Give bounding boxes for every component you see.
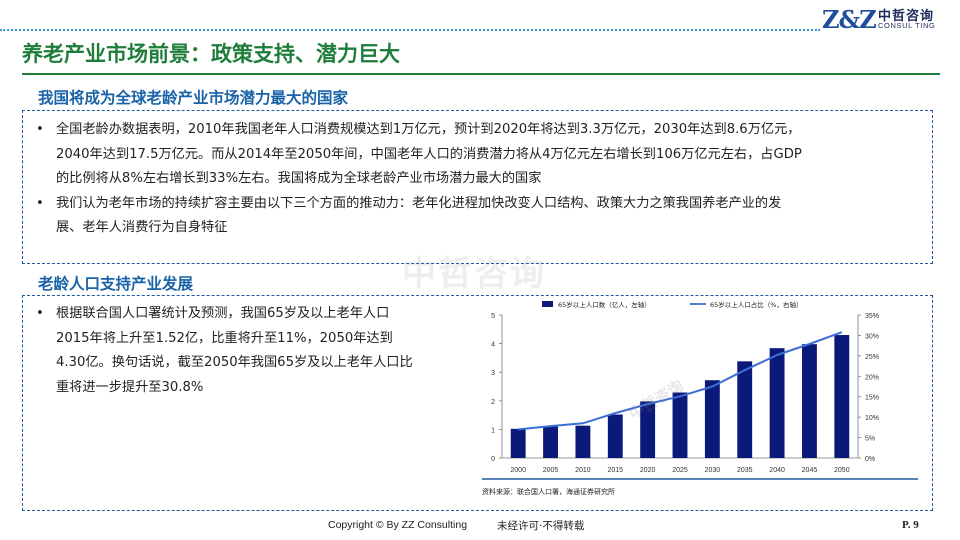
title-divider [22,73,940,75]
x-tick-label: 2015 [607,467,623,474]
bar [510,428,526,458]
bullet-line: 重将进一步提升至30.8% [56,379,204,395]
logo-name-en: CONSUL TING [878,21,936,30]
x-tick-label: 2040 [769,467,785,474]
bullet-line: 的比例将从8%左右增长到33%左右。我国将成为全球老龄产业市场潜力最大的国家 [56,171,542,186]
right-tick-label: 5% [865,436,875,443]
x-tick-label: 2050 [834,467,850,474]
x-tick-label: 2005 [543,467,559,474]
x-tick-label: 2025 [672,467,688,474]
bullet-list-market-potential: 全国老龄办数据表明，2010年我国老年人口消费规模达到1万亿元，预计到2020年… [34,118,932,241]
brand-logo: Z&Z 中哲咨询 CONSUL TING [820,3,960,37]
left-tick-label: 4 [491,342,495,349]
x-tick-label: 2020 [640,467,656,474]
bullet-line: 展、老年人消费行为自身特征 [56,220,228,235]
bar [769,348,785,458]
left-tick-label: 3 [491,370,495,377]
section-heading-aging-population: 老龄人口支持产业发展 [38,275,194,293]
bullet-line: 2015年将上升至1.52亿，比重将升至11%，2050年达到 [56,330,393,346]
right-tick-label: 20% [865,374,879,381]
left-tick-label: 5 [491,313,495,320]
left-tick-label: 1 [491,427,495,434]
logo-name-cn: 中哲咨询 [878,9,935,24]
section-box-market-potential [22,110,933,264]
watermark-text: 中哲咨询 [402,254,546,294]
bar [704,380,720,458]
bullet-consumption-scale: 全国老龄办数据表明，2010年我国老年人口消费规模达到1万亿元，预计到2020年… [34,118,932,192]
bar [543,426,558,458]
right-tick-label: 35% [865,313,879,320]
bullet-line: 4.30亿。换句话说，截至2050年我国65岁及以上老年人口比 [56,355,413,370]
bullet-un-forecast: 根据联合国人口署统计及预测，我国65岁及以上老年人口 2015年将上升至1.52… [34,302,474,400]
bar [575,425,591,458]
legend-bar-swatch [542,301,553,307]
right-tick-label: 30% [865,333,879,340]
bullet-line: 全国老龄办数据表明，2010年我国老年人口消费规模达到1万亿元，预计到2020年… [56,122,801,137]
aging-population-chart: 0 1 2 3 4 5 0% 5% 10% 15% 20% 25% 30% 35% 2000 2005 2010… [478,300,922,505]
section-box-aging-population [22,295,933,511]
bar [672,392,688,458]
chart-source: 资料来源：联合国人口署，海通证券研究所 [482,487,615,496]
page-number: P. 9 [902,519,919,531]
bullet-line: 根据联合国人口署统计及预测，我国65岁及以上老年人口 [56,306,390,321]
x-tick-label: 2010 [575,467,591,474]
bar [640,401,656,458]
legend-bar-label: 65岁以上人口数（亿人，左轴） [558,301,651,309]
bullet-line: 2040年达到17.5万亿元。而从2014年至2050年间，中国老年人口的消费潜… [56,146,802,162]
bar [802,344,817,458]
bar [737,361,753,458]
bullet-growth-drivers: 我们认为老年市场的持续扩容主要由以下三个方面的推动力：老年化进程加快改变人口结构… [34,192,932,241]
bullet-list-aging-population: 根据联合国人口署统计及预测，我国65岁及以上老年人口 2015年将上升至1.52… [34,302,474,400]
logo-mark: Z&Z [822,5,877,34]
legend-line-label: 65岁以上人口占比（%，右轴） [710,301,802,309]
chart-svg: 0 1 2 3 4 5 0% 5% 10% 15% 20% 25% 30% 35% 2000 2005 2010… [482,300,918,496]
right-tick-label: 15% [865,395,879,402]
bullet-line: 我们认为老年市场的持续扩容主要由以下三个方面的推动力：老年化进程加快改变人口结构… [56,195,782,211]
right-tick-label: 0% [865,456,875,463]
section-heading-market-potential: 我国将成为全球老龄产业市场潜力最大的国家 [38,89,349,107]
bar [834,335,850,458]
x-tick-label: 2035 [737,467,753,474]
right-tick-label: 10% [865,415,879,422]
x-tick-label: 2000 [510,467,526,474]
page-title: 养老产业市场前景：政策支持、潜力巨大 [22,42,400,66]
right-tick-label: 25% [865,354,879,361]
x-tick-label: 2030 [705,467,721,474]
header-divider [0,29,820,31]
left-tick-label: 2 [491,399,495,406]
left-tick-label: 0 [491,456,495,463]
footer-notice: 未经许可·不得转载 [497,520,585,532]
footer-copyright: Copyright © By ZZ Consulting [328,519,468,531]
bar [607,414,623,458]
x-tick-label: 2045 [802,467,818,474]
